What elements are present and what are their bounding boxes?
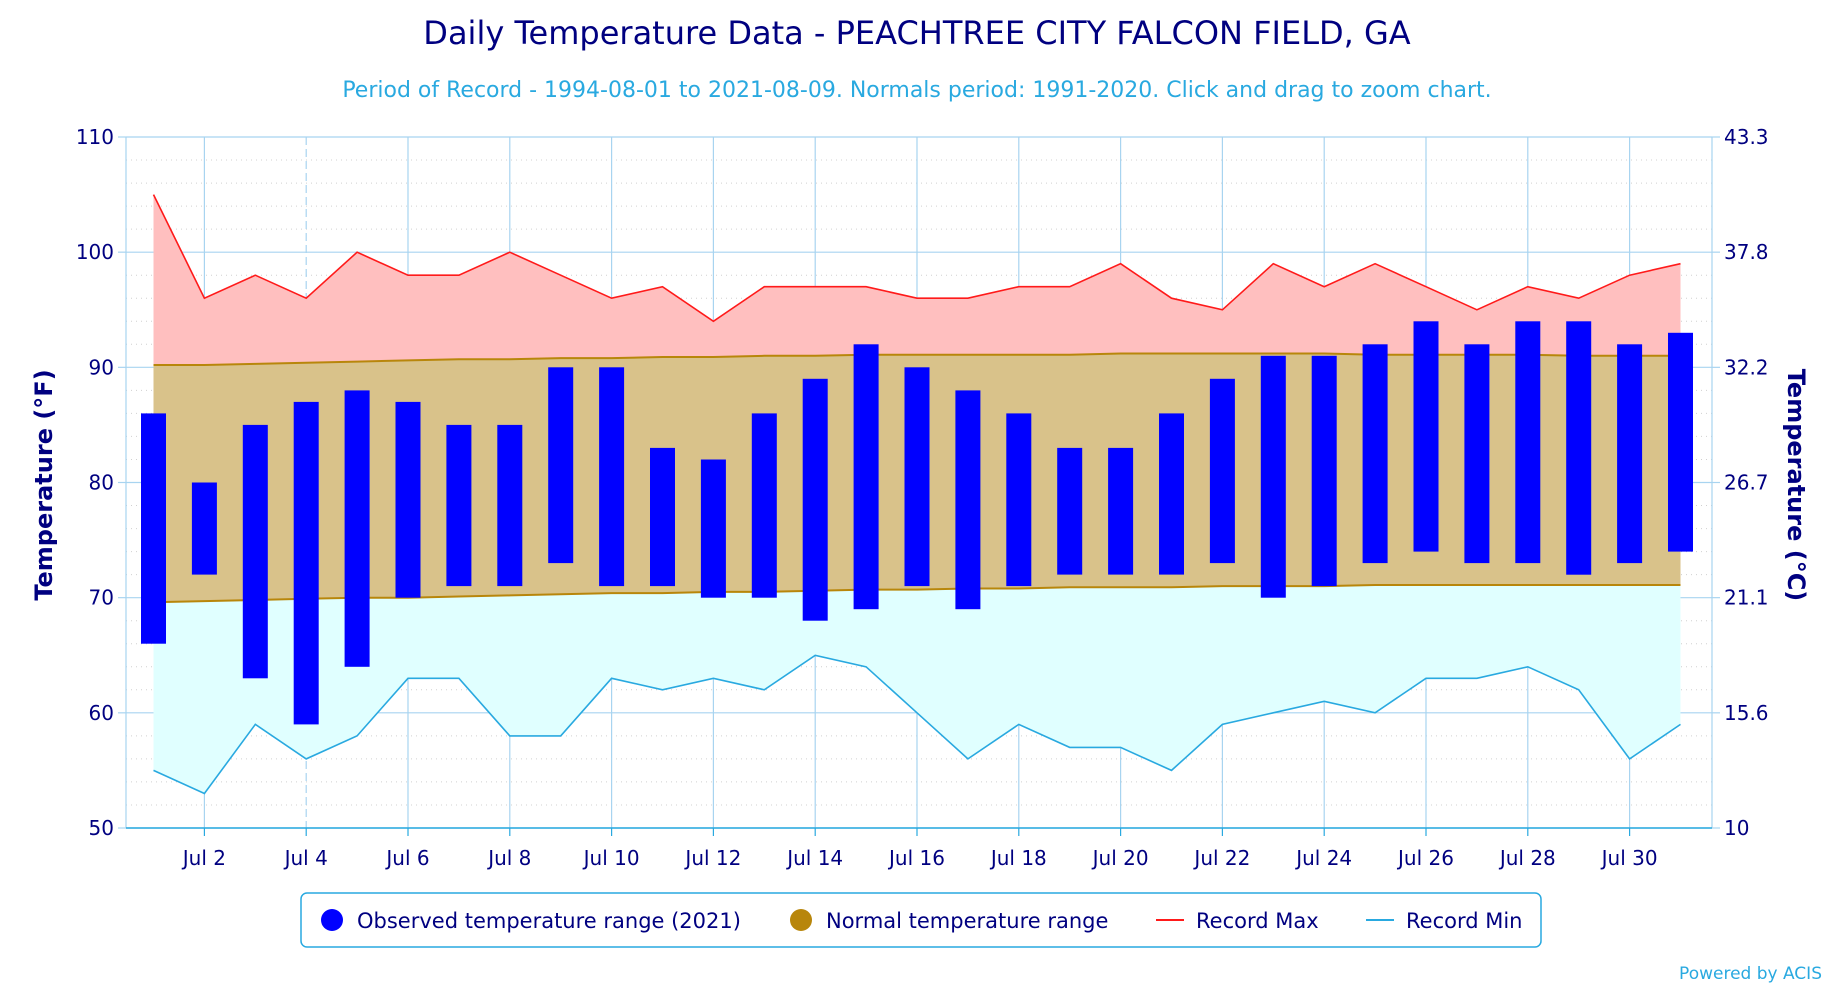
observed-bar-jul-3 bbox=[242, 424, 268, 679]
y-tick-label-left: 80 bbox=[89, 471, 114, 495]
observed-bar-jul-22 bbox=[1209, 378, 1235, 564]
y-tick-label-right: 21.1 bbox=[1724, 586, 1769, 610]
observed-bar-jul-16 bbox=[904, 367, 930, 587]
observed-bar-jul-30 bbox=[1617, 344, 1643, 564]
x-tick-label: Jul 10 bbox=[582, 846, 640, 870]
legend-observed-icon bbox=[321, 909, 343, 931]
y-tick-label-right: 43.3 bbox=[1724, 125, 1769, 149]
record-min-area bbox=[153, 585, 1681, 794]
y-axis-title-left: Temperature (°F) bbox=[30, 369, 58, 600]
observed-bar-jul-25 bbox=[1362, 344, 1388, 564]
y-axis-title-right: Temperature (°C) bbox=[1782, 369, 1810, 602]
y-tick-label-left: 60 bbox=[89, 701, 114, 725]
observed-bar-jul-28 bbox=[1515, 321, 1541, 564]
observed-bar-jul-1 bbox=[141, 413, 166, 644]
y-tick-label-right: 15.6 bbox=[1724, 701, 1769, 725]
observed-bar-jul-15 bbox=[853, 344, 879, 610]
credit-link[interactable]: Powered by ACIS bbox=[1679, 964, 1822, 984]
observed-bar-jul-10 bbox=[599, 367, 625, 587]
chart-title: Daily Temperature Data - PEACHTREE CITY … bbox=[423, 14, 1411, 52]
chart-subtitle: Period of Record - 1994-08-01 to 2021-08… bbox=[342, 78, 1491, 103]
x-tick-label: Jul 4 bbox=[283, 846, 328, 870]
x-tick-label: Jul 24 bbox=[1294, 846, 1352, 870]
legend-normal-icon bbox=[790, 909, 812, 931]
observed-bar-jul-6 bbox=[395, 401, 421, 598]
x-tick-label: Jul 14 bbox=[785, 846, 843, 870]
x-tick-label: Jul 18 bbox=[989, 846, 1047, 870]
x-tick-label: Jul 22 bbox=[1192, 846, 1250, 870]
legend-box bbox=[300, 892, 1542, 948]
observed-bar-jul-7 bbox=[446, 424, 472, 587]
y-tick-label-left: 90 bbox=[89, 355, 114, 379]
y-tick-label-left: 100 bbox=[76, 240, 114, 264]
x-tick-label: Jul 16 bbox=[887, 846, 945, 870]
observed-bar-jul-9 bbox=[548, 367, 574, 564]
x-tick-label: Jul 26 bbox=[1396, 846, 1454, 870]
axes: 50 60 70 80 90 100 110 10 15.6 21.1 26.7 32.2 37.8 43… bbox=[76, 125, 1769, 870]
y-tick-label-right: 37.8 bbox=[1724, 240, 1769, 264]
record-max-line bbox=[152, 194, 1681, 323]
observed-bar-jul-23 bbox=[1260, 355, 1286, 598]
observed-bar-jul-17 bbox=[955, 390, 981, 610]
observed-bar-jul-14 bbox=[802, 378, 828, 621]
legend-record-min-label[interactable]: Record Min bbox=[1406, 909, 1523, 933]
y-tick-label-left: 70 bbox=[89, 586, 114, 610]
legend-observed-label[interactable]: Observed temperature range (2021) bbox=[357, 909, 741, 933]
x-tick-label: Jul 6 bbox=[384, 846, 429, 870]
y-tick-label-right: 32.2 bbox=[1724, 355, 1769, 379]
observed-bar-jul-29 bbox=[1566, 321, 1592, 575]
observed-bar-jul-4 bbox=[293, 401, 319, 725]
observed-bar-jul-19 bbox=[1057, 447, 1083, 575]
observed-bar-jul-18 bbox=[1006, 413, 1032, 587]
observed-bar-jul-5 bbox=[344, 390, 370, 667]
x-tick-label: Jul 8 bbox=[486, 846, 531, 870]
observed-bar-jul-11 bbox=[650, 447, 675, 587]
y-tick-label-left: 50 bbox=[89, 816, 114, 840]
record-max-area bbox=[153, 194, 1681, 365]
observed-bar-jul-26 bbox=[1413, 321, 1439, 552]
y-tick-label-left: 110 bbox=[76, 125, 114, 149]
x-tick-label: Jul 30 bbox=[1600, 846, 1658, 870]
observed-bars bbox=[141, 321, 1693, 725]
legend-normal-label[interactable]: Normal temperature range bbox=[826, 909, 1108, 933]
observed-bar-jul-21 bbox=[1159, 413, 1184, 575]
observed-bar-jul-8 bbox=[497, 424, 523, 587]
y-tick-label-right: 10 bbox=[1724, 816, 1749, 840]
x-tick-label: Jul 28 bbox=[1498, 846, 1556, 870]
x-tick-label: Jul 12 bbox=[683, 846, 741, 870]
x-tick-label: Jul 20 bbox=[1091, 846, 1149, 870]
legend-record-max-label[interactable]: Record Max bbox=[1196, 909, 1319, 933]
y-tick-label-right: 26.7 bbox=[1724, 471, 1769, 495]
observed-bar-jul-31 bbox=[1668, 332, 1693, 552]
observed-bar-jul-24 bbox=[1311, 355, 1337, 587]
observed-bar-jul-20 bbox=[1108, 447, 1134, 575]
record-min-line bbox=[153, 654, 1681, 795]
observed-bar-jul-13 bbox=[751, 413, 777, 598]
observed-bar-jul-2 bbox=[191, 482, 217, 575]
legend: Observed temperature range (2021) Normal… bbox=[300, 892, 1542, 948]
observed-bar-jul-12 bbox=[700, 459, 726, 598]
observed-bar-jul-27 bbox=[1464, 344, 1490, 564]
range-areas bbox=[153, 194, 1681, 794]
x-tick-label: Jul 2 bbox=[181, 846, 226, 870]
